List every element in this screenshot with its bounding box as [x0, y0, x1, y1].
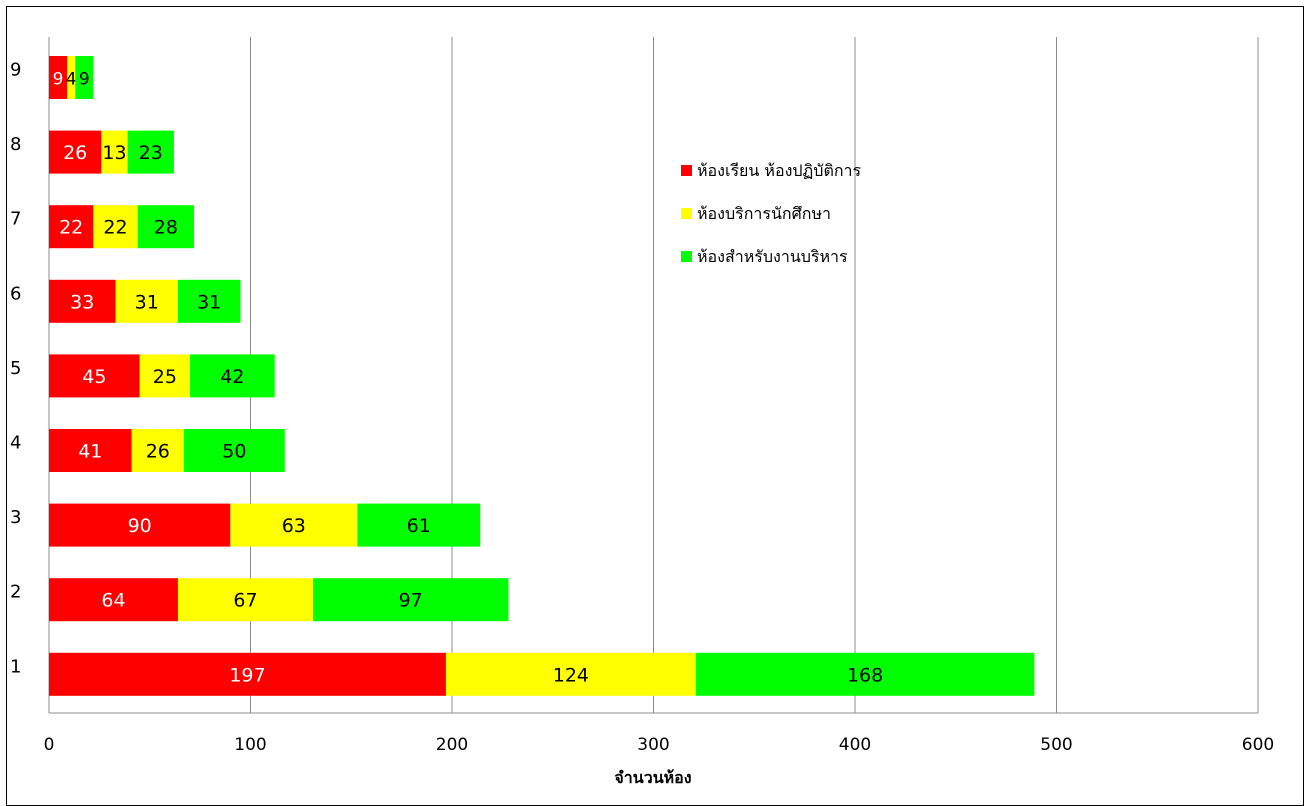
data-label-1-series-2: 124	[553, 664, 589, 686]
bar-4-series-2	[131, 429, 185, 472]
data-label-4-series-3: 50	[222, 441, 246, 463]
legend-swatch-2	[681, 208, 692, 219]
legend-label-2: ห้องบริการนักศึกษา	[697, 204, 831, 223]
bar-6-series-2	[115, 279, 178, 323]
y-tick-label: 7	[10, 209, 21, 230]
data-label-3-series-2: 63	[282, 515, 306, 537]
x-tick-label: 200	[436, 735, 468, 755]
x-axis-title: จำนวนห้อง	[614, 768, 691, 787]
y-tick-label: 4	[10, 433, 21, 454]
y-tick-label: 6	[10, 283, 21, 304]
y-tick-label: 3	[10, 507, 21, 528]
data-label-1-series-1: 197	[229, 664, 265, 686]
bar-6-series-3	[177, 279, 241, 323]
data-label-2-series-1: 64	[101, 590, 125, 612]
bar-2-series-1	[49, 578, 178, 622]
y-tick-label: 8	[10, 134, 21, 155]
bar-1-series-3	[695, 652, 1035, 696]
data-label-6-series-2: 31	[135, 291, 159, 313]
x-tick-label: 500	[1040, 735, 1072, 755]
bar-4-series-3	[184, 429, 285, 472]
data-label-3-series-1: 90	[128, 515, 152, 537]
bar-3-series-2	[230, 503, 358, 547]
bar-7-series-3	[137, 205, 195, 249]
x-tick-label: 100	[234, 735, 266, 755]
bar-4-series-1	[49, 429, 132, 472]
bar-8-series-1	[49, 130, 102, 174]
data-label-2-series-2: 67	[233, 590, 257, 612]
y-tick-label: 1	[10, 656, 21, 677]
bar-7-series-1	[49, 205, 94, 249]
y-axis-tick-labels: 1 2 3 4 5 6 7 8 9	[10, 60, 21, 678]
bar-7-series-2	[93, 205, 138, 249]
data-label-5-series-2: 25	[153, 366, 177, 388]
data-label-3-series-3: 61	[407, 515, 431, 537]
data-label-5-series-3: 42	[220, 366, 244, 388]
data-label-9-series-2: 4	[66, 70, 77, 90]
bar-8-series-2	[101, 130, 128, 174]
bar-2-series-3	[312, 578, 509, 622]
data-label-8-series-2: 13	[102, 142, 126, 164]
data-label-6-series-3: 31	[197, 291, 221, 313]
bar-3-series-3	[357, 503, 481, 547]
data-label-7-series-1: 22	[59, 217, 83, 239]
x-tick-label: 0	[44, 735, 55, 755]
bar-5-series-2	[139, 354, 191, 398]
data-label-4-series-1: 41	[78, 441, 102, 463]
x-tick-label: 600	[1242, 735, 1274, 755]
data-label-8-series-3: 23	[139, 142, 163, 164]
data-label-9-series-3: 9	[79, 70, 90, 90]
x-axis-tick-labels: 0 100 200 300 400 500 600	[44, 735, 1275, 755]
bar-1-series-1	[49, 652, 446, 696]
data-label-6-series-1: 33	[70, 291, 94, 313]
bar-6-series-1	[49, 279, 116, 323]
data-label-4-series-2: 26	[146, 441, 170, 463]
bar-3-series-1	[49, 503, 231, 547]
data-label-5-series-1: 45	[82, 366, 106, 388]
data-label-7-series-3: 28	[154, 217, 178, 239]
data-label-2-series-3: 97	[399, 590, 423, 612]
legend-swatch-3	[681, 251, 692, 262]
data-label-8-series-1: 26	[63, 142, 87, 164]
bar-2-series-2	[177, 578, 313, 622]
data-label-1-series-3: 168	[847, 664, 883, 686]
y-tick-label: 5	[10, 358, 21, 379]
bar-5-series-3	[190, 354, 275, 398]
data-label-9-series-1: 9	[53, 70, 64, 90]
legend-label-1: ห้องเรียน ห้องปฏิบัติการ	[697, 161, 862, 180]
legend-label-3: ห้องสำหรับงานบริหาร	[697, 247, 848, 266]
bar-5-series-1	[49, 354, 140, 398]
data-label-7-series-2: 22	[103, 217, 127, 239]
bars: 197 124 168 64 67 97 90 63 61 41 26 50 45 25 42 33 31 31 2…	[49, 56, 1035, 696]
bar-8-series-3	[127, 130, 174, 174]
bar-9-series-3	[75, 56, 94, 99]
legend: ห้องเรียน ห้องปฏิบัติการห้องบริการนักศึก…	[681, 161, 862, 266]
legend-swatch-1	[681, 165, 692, 176]
bar-1-series-2	[445, 652, 696, 696]
y-tick-label: 2	[10, 582, 21, 603]
y-tick-label: 9	[10, 60, 21, 81]
bar-9-series-2	[67, 56, 76, 99]
bar-9-series-1	[49, 56, 68, 99]
x-tick-label: 400	[839, 735, 871, 755]
x-tick-label: 300	[637, 735, 669, 755]
